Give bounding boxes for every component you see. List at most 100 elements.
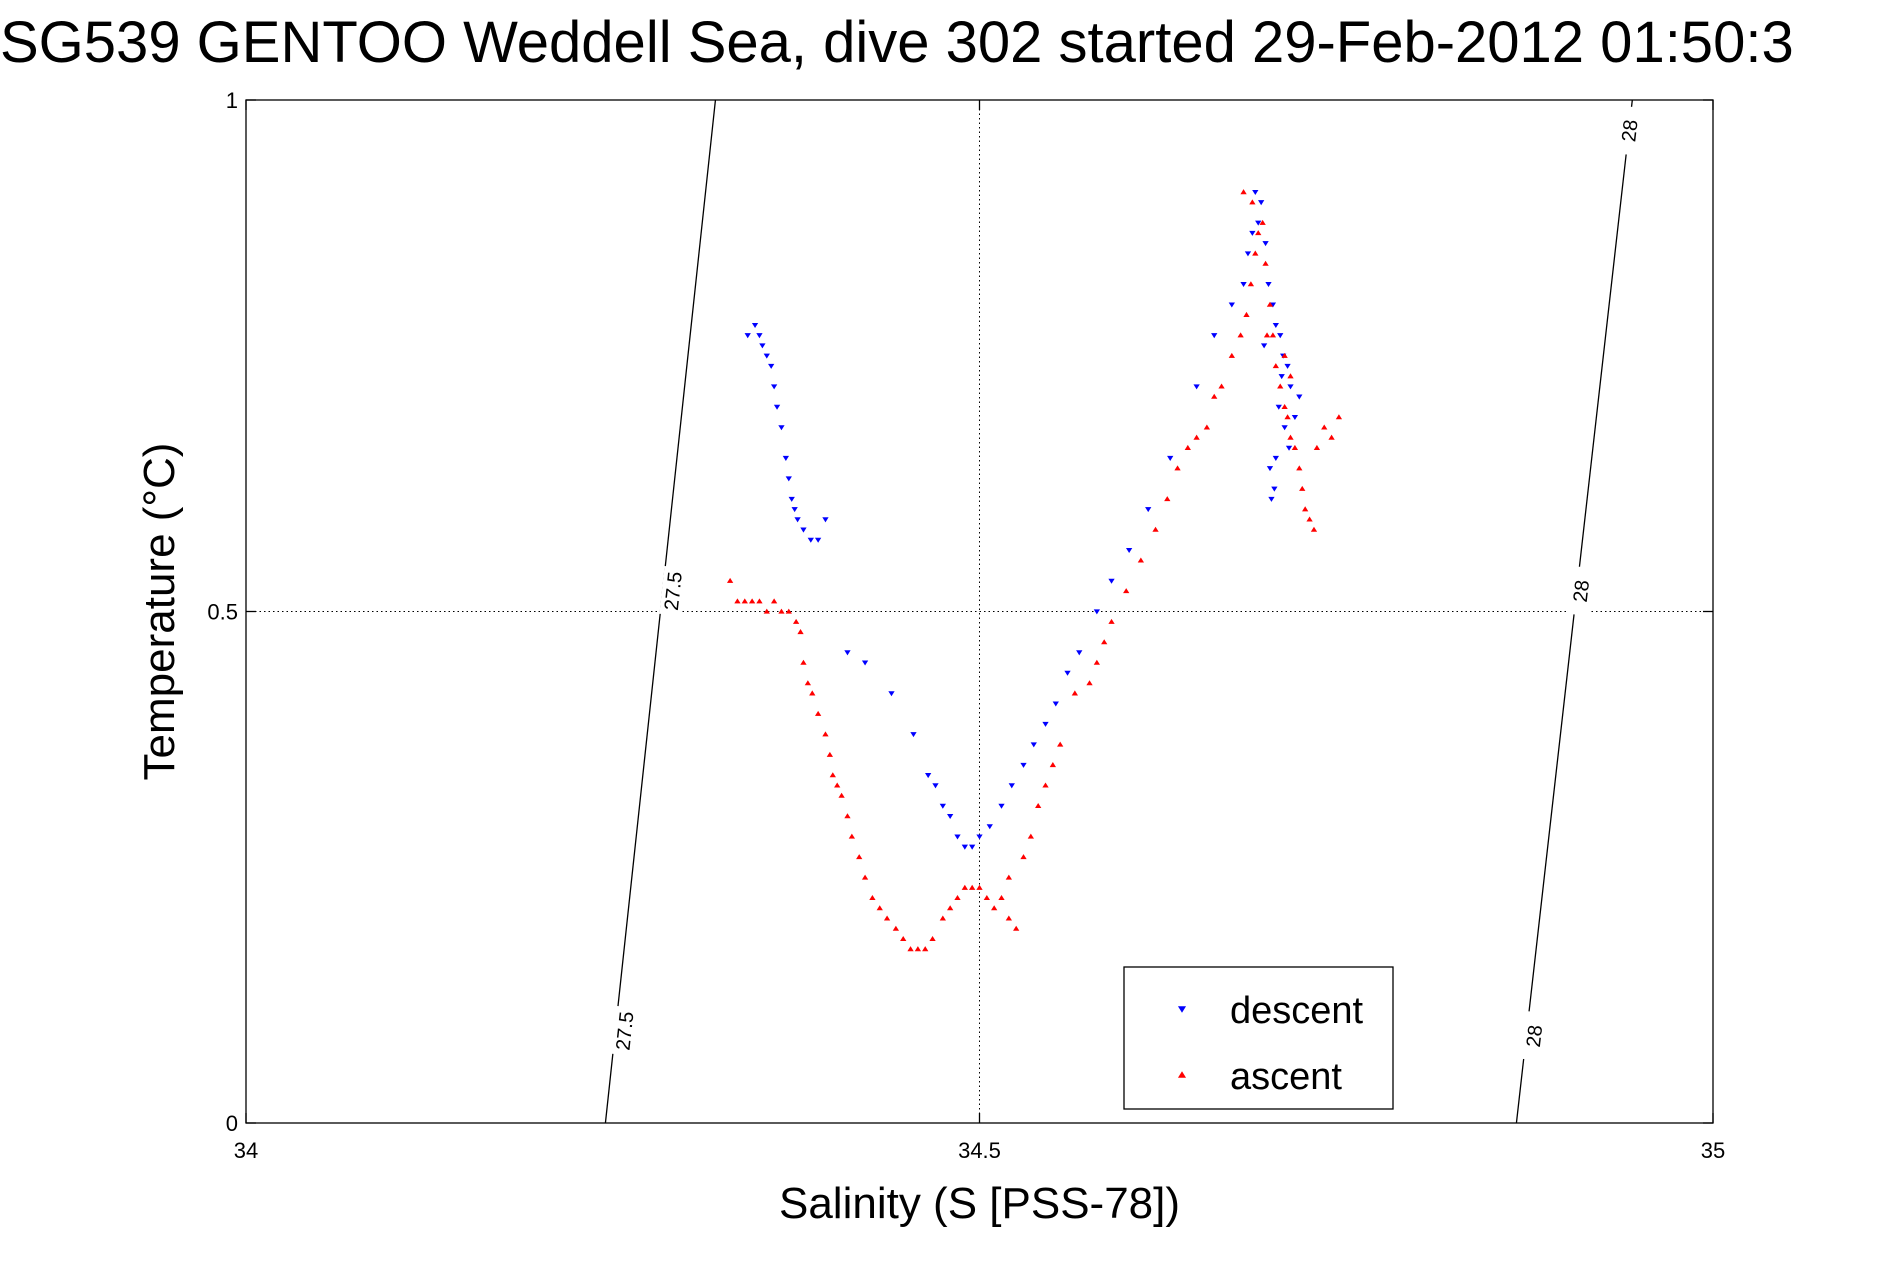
descent-point	[1272, 322, 1279, 328]
descent-point	[773, 404, 781, 410]
x-tick-label: 34	[234, 1138, 258, 1163]
descent-point	[788, 496, 795, 502]
descent-point	[1244, 251, 1252, 257]
descent-point	[1052, 701, 1059, 707]
ascent-point	[797, 629, 804, 635]
descent-point	[888, 691, 895, 697]
ascent-point	[1310, 526, 1318, 532]
ascent-point	[748, 598, 756, 604]
ascent-point	[826, 751, 834, 757]
ascent-point	[861, 874, 869, 880]
ascent-point	[838, 792, 845, 798]
ascent-point	[1057, 741, 1064, 747]
ascent-point	[1049, 762, 1056, 768]
descent-point	[1228, 302, 1235, 308]
descent-point	[768, 363, 775, 369]
descent-point	[1108, 578, 1115, 584]
ascent-point	[947, 905, 954, 911]
descent-point	[1193, 384, 1200, 390]
descent-point	[1287, 384, 1294, 390]
ascent-point	[1252, 250, 1259, 256]
ascent-point	[800, 659, 807, 665]
ascent-point	[1281, 352, 1288, 358]
descent-point	[1272, 455, 1279, 461]
descent-point	[1030, 742, 1037, 748]
ascent-point	[1266, 301, 1274, 307]
ascent-point	[883, 915, 891, 921]
ascent-point	[1101, 639, 1108, 645]
ascent-point	[1335, 414, 1343, 420]
ascent-point	[1035, 802, 1042, 808]
ascent-point	[1108, 618, 1115, 624]
descent-point	[998, 803, 1005, 809]
descent-point	[1258, 200, 1265, 206]
ascent-point	[792, 618, 800, 624]
ascent-point	[1005, 915, 1012, 921]
descent-point	[844, 650, 851, 656]
descent-point	[1260, 343, 1268, 349]
ascent-point	[1193, 434, 1200, 440]
descent-point	[1167, 455, 1174, 461]
ascent-point	[848, 833, 856, 839]
ascent-point	[1277, 383, 1284, 389]
legend-label-descent: descent	[1230, 990, 1364, 1032]
ascent-point	[1306, 516, 1313, 522]
ascent-point	[991, 905, 998, 911]
descent-point	[939, 803, 946, 809]
ascent-point	[1071, 690, 1078, 696]
ascent-point	[976, 884, 983, 890]
contour-label: 28	[1570, 579, 1594, 604]
descent-point	[1042, 721, 1049, 727]
descent-point	[954, 834, 961, 840]
ascent-point	[1259, 219, 1266, 225]
ascent-point	[1184, 444, 1191, 450]
ascent-point	[969, 884, 976, 890]
ascent-point	[1005, 874, 1012, 880]
ascent-point	[1042, 782, 1049, 788]
ascent-point	[1269, 332, 1277, 338]
ascent-point	[939, 915, 946, 921]
descent-point	[822, 517, 829, 523]
descent-point	[1265, 282, 1272, 288]
contour-label: 27.5	[661, 571, 687, 612]
ascent-point	[1240, 189, 1247, 195]
descent-point	[1249, 230, 1256, 236]
descent-point	[925, 773, 932, 779]
data-points	[726, 189, 1343, 952]
descent-point	[1268, 496, 1275, 502]
ascent-point	[856, 854, 863, 860]
y-axis-label: Temperature (°C)	[135, 443, 184, 781]
descent-point	[1296, 394, 1303, 400]
ascent-point	[734, 598, 741, 604]
ascent-point	[785, 608, 792, 614]
ascent-point	[892, 925, 900, 931]
descent-point	[791, 507, 798, 513]
descent-point	[976, 834, 983, 840]
ascent-point	[1243, 311, 1250, 317]
ascent-point	[814, 710, 822, 716]
x-tick-label: 34.5	[958, 1138, 1001, 1163]
ascent-point	[1291, 444, 1299, 450]
ascent-point	[961, 884, 968, 890]
descent-point	[1275, 404, 1282, 410]
ascent-point	[809, 690, 816, 696]
descent-point	[1271, 486, 1278, 492]
ascent-point	[983, 895, 990, 901]
descent-point	[1262, 241, 1269, 247]
ascent-point	[1228, 352, 1235, 358]
ascent-point	[1296, 465, 1303, 471]
descent-point	[986, 824, 993, 830]
descent-point	[759, 343, 766, 349]
descent-point	[782, 455, 789, 461]
ascent-point	[756, 598, 763, 604]
ascent-point	[907, 946, 914, 952]
ascent-point	[1281, 403, 1288, 410]
ascent-point	[1211, 393, 1218, 399]
ascent-point	[1020, 854, 1027, 860]
descent-point	[1211, 333, 1218, 339]
descent-point	[807, 537, 814, 543]
descent-point	[910, 732, 917, 738]
descent-point	[961, 844, 968, 850]
descent-point	[814, 537, 822, 543]
contour-label: 27.5	[612, 1011, 638, 1052]
